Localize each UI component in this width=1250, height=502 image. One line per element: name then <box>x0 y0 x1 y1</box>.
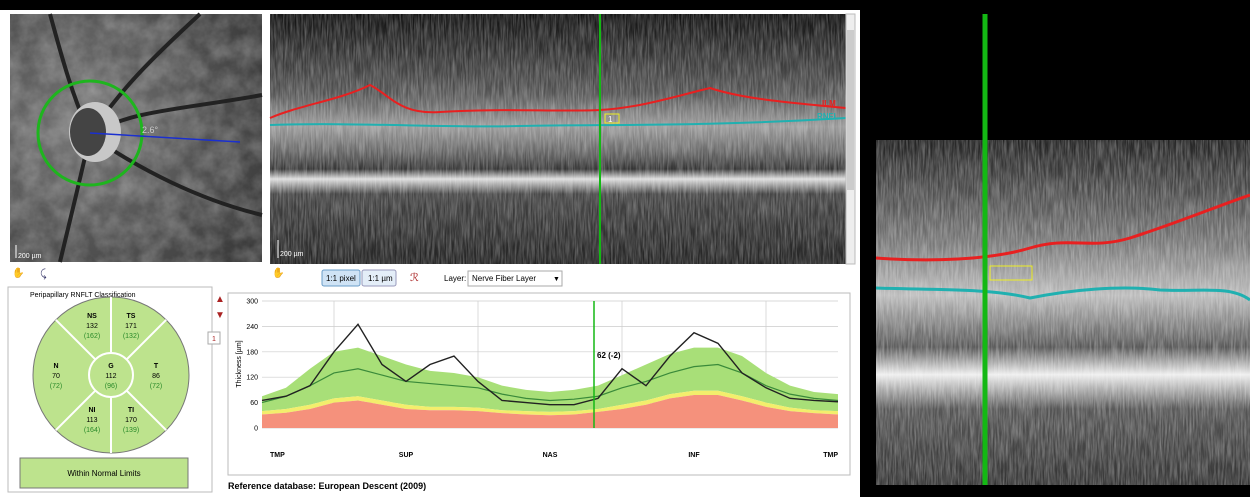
y-tick-label: 60 <box>250 400 258 407</box>
x-label: INF <box>688 452 700 459</box>
top-bar <box>0 0 1250 10</box>
screen: 2.6° 200 µm ILM RNFL 1 200 µm ✋ ⤹ ✋ 1:1 … <box>0 0 1250 497</box>
ilm-label: ILM <box>822 99 836 108</box>
cursor-label: 62 (-2) <box>597 351 621 360</box>
y-tick-label: 300 <box>246 299 258 306</box>
y-tick-label: 180 <box>246 349 258 356</box>
sector-value: 170 <box>125 417 137 424</box>
sector-value: 132 <box>86 323 98 330</box>
sector-value: 113 <box>86 417 97 424</box>
sector-name: TS <box>127 313 136 320</box>
optic-cup <box>70 108 106 156</box>
x-label: NAS <box>543 452 558 459</box>
x-label: TMP <box>270 452 285 459</box>
hand-icon[interactable]: ✋ <box>12 266 24 279</box>
pixel-button-label: 1:1 pixel <box>326 274 356 283</box>
fundus-texture <box>10 14 262 262</box>
footer: Reference database: European Descent (20… <box>228 481 426 491</box>
zoom-texture <box>876 140 1250 485</box>
sector-reference: (139) <box>123 427 139 434</box>
layer-icon[interactable]: ℛ <box>410 272 419 284</box>
bscan-texture <box>270 14 846 264</box>
page-marker: 1 <box>212 336 216 343</box>
x-label: TMP <box>823 452 838 459</box>
y-tick-label: 120 <box>246 375 258 382</box>
hand-icon[interactable]: ✋ <box>272 266 284 279</box>
scale-label: 200 µm <box>280 251 304 258</box>
layer-label: Layer: <box>444 274 466 283</box>
y-tick-label: 0 <box>254 426 258 433</box>
angle-label: 2.6° <box>142 125 159 135</box>
y-tick-label: 240 <box>246 324 258 331</box>
sector-value: 171 <box>125 323 137 330</box>
tool-icon[interactable]: ⤹ <box>40 268 47 280</box>
sector-reference: (72) <box>50 383 62 390</box>
sector-reference: (162) <box>84 333 100 340</box>
status: Within Normal Limits <box>67 469 140 478</box>
up-arrow[interactable]: ▲ <box>215 294 225 305</box>
sector-reference: (164) <box>84 427 100 434</box>
dropdown-arrow: ▼ <box>553 276 560 283</box>
sector-name: N <box>53 363 58 370</box>
sector-name: NS <box>87 313 97 320</box>
sector-reference: (96) <box>105 383 117 390</box>
marker: 1 <box>608 115 613 124</box>
x-label: SUP <box>399 452 414 459</box>
sector-reference: (72) <box>150 383 162 390</box>
sector-name: T <box>154 363 159 370</box>
sector-value: 70 <box>52 373 60 380</box>
down-arrow[interactable]: ▼ <box>215 310 225 321</box>
sector-name: G <box>108 363 114 370</box>
micron-button-label: 1:1 µm <box>368 274 393 283</box>
sector-reference: (132) <box>123 333 139 340</box>
page: 2.6° 200 µm ILM RNFL 1 200 µm ✋ ⤹ ✋ 1:1 … <box>0 0 1250 502</box>
sector-value: 112 <box>105 373 116 380</box>
rnfl-label: RNFL <box>817 112 838 121</box>
layer-value: Nerve Fiber Layer <box>472 274 536 283</box>
scale-label: 200 µm <box>18 253 42 260</box>
sector-value: 86 <box>152 373 160 380</box>
sector-name: NI <box>89 407 96 414</box>
y-axis-label: Thickness [µm] <box>236 340 243 387</box>
sector-name: TI <box>128 407 134 414</box>
scroll-thumb[interactable] <box>847 30 854 190</box>
